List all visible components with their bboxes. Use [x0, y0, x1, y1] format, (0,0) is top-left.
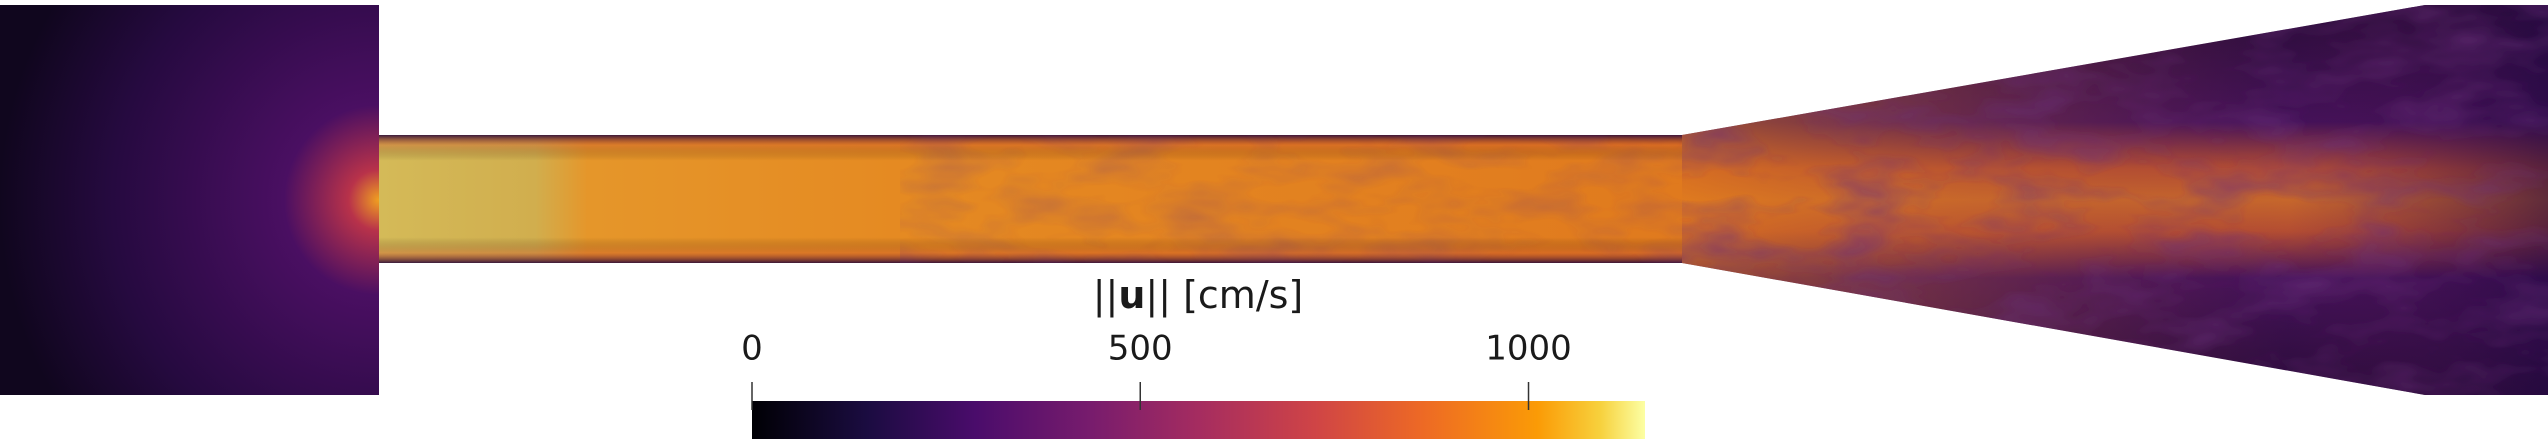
flow-field: [0, 5, 2548, 395]
diffuser-turbulence: [1682, 5, 2548, 395]
title-part: u: [1118, 273, 1145, 317]
colorbar-gradient: [752, 401, 1645, 439]
colorbar-title: ||u|| [cm/s]: [1093, 273, 1304, 318]
title-part: || [cm/s]: [1145, 273, 1303, 318]
pipe-turbulence: [900, 135, 1682, 263]
title-part: ||: [1093, 273, 1119, 318]
tick-label: 0: [741, 329, 763, 369]
colorbar: ||u|| [cm/s] 0 500 1000: [741, 273, 1645, 439]
tick-label: 500: [1108, 329, 1173, 369]
tick-label: 1000: [1485, 329, 1572, 369]
chamber: [0, 5, 379, 395]
